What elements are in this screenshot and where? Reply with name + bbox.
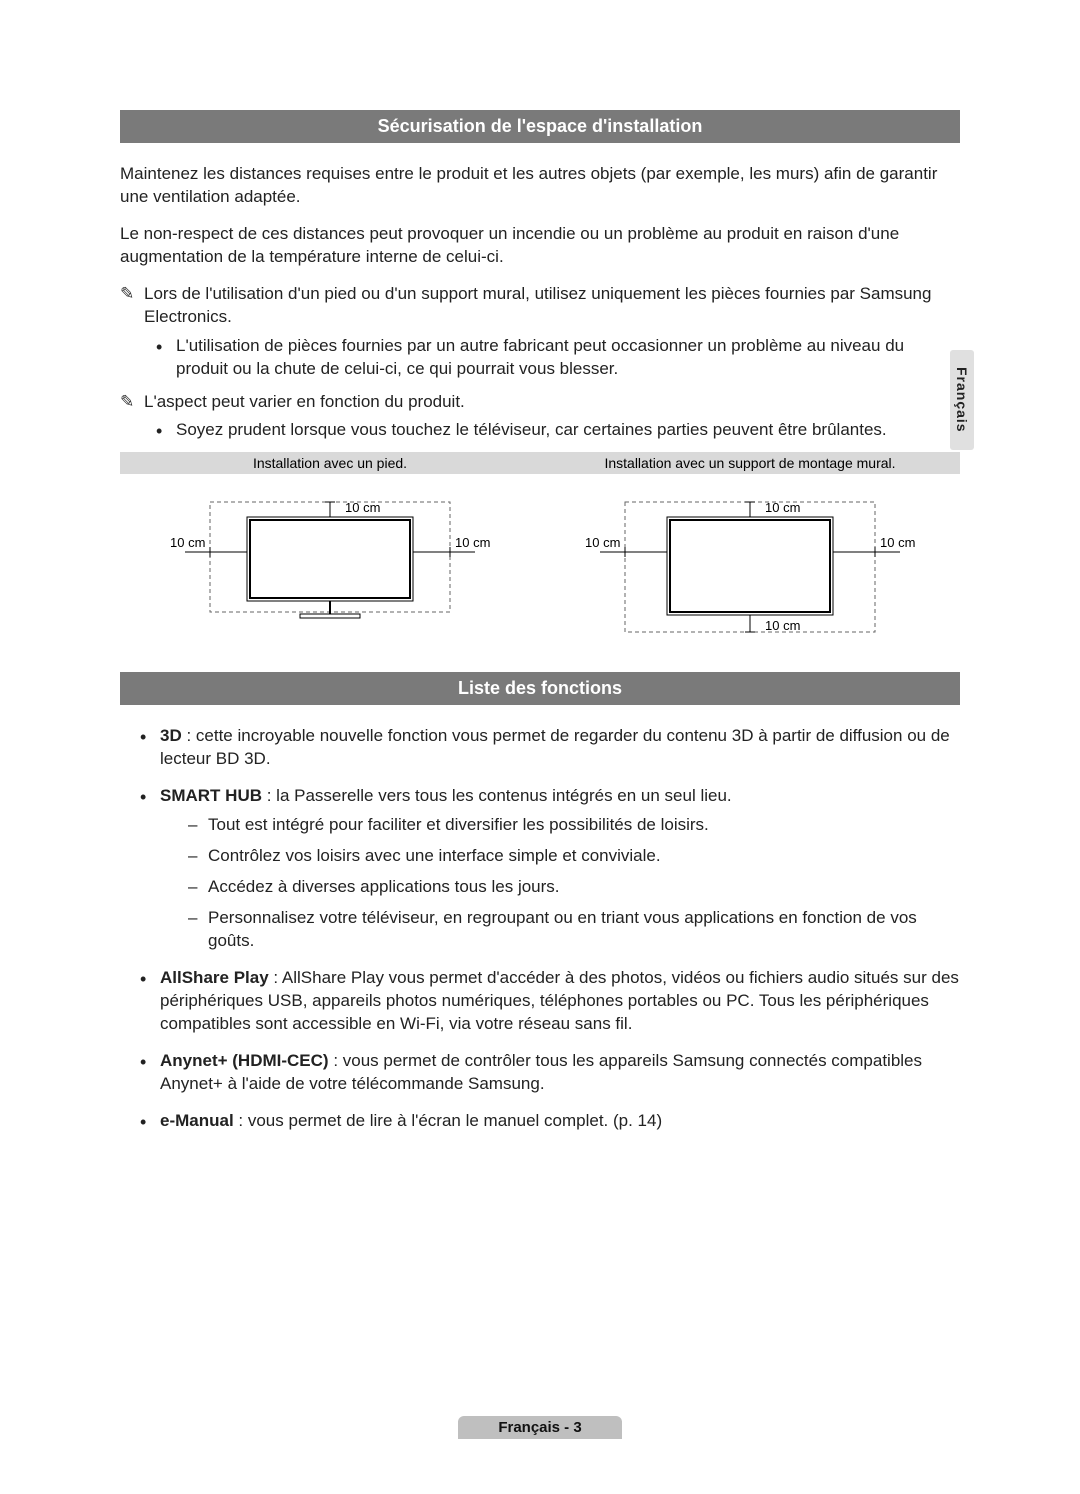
feature-item: e-Manual : vous permet de lire à l'écran… bbox=[140, 1110, 960, 1133]
dim-label: 10 cm bbox=[880, 535, 915, 550]
dim-label: 10 cm bbox=[765, 618, 800, 633]
stand-diagram-svg: 10 cm 10 cm 10 cm bbox=[150, 482, 510, 642]
page-footer: Français - 3 bbox=[0, 1416, 1080, 1439]
section-header-features: Liste des fonctions bbox=[120, 672, 960, 705]
diagram-stand: Installation avec un pied. 10 cm bbox=[120, 452, 540, 642]
dim-label: 10 cm bbox=[345, 500, 380, 515]
feature-item: Anynet+ (HDMI-CEC) : vous permet de cont… bbox=[140, 1050, 960, 1096]
feature-text: : la Passerelle vers tous les contenus i… bbox=[262, 786, 732, 805]
feature-label: Anynet+ (HDMI-CEC) bbox=[160, 1051, 329, 1070]
feature-item: 3D : cette incroyable nouvelle fonction … bbox=[140, 725, 960, 771]
diagram-wallmount: Installation avec un support de montage … bbox=[540, 452, 960, 642]
section-header-installation: Sécurisation de l'espace d'installation bbox=[120, 110, 960, 143]
note-row: ✎ L'aspect peut varier en fonction du pr… bbox=[120, 391, 960, 414]
paragraph: Le non-respect de ces distances peut pro… bbox=[120, 223, 960, 269]
list-item: Soyez prudent lorsque vous touchez le té… bbox=[156, 419, 960, 442]
feature-item: AllShare Play : AllShare Play vous perme… bbox=[140, 967, 960, 1036]
diagram-caption: Installation avec un pied. bbox=[120, 452, 540, 474]
wallmount-diagram-svg: 10 cm 10 cm 10 cm 10 cm bbox=[570, 482, 930, 642]
note-icon: ✎ bbox=[120, 391, 144, 412]
feature-label: 3D bbox=[160, 726, 182, 745]
feature-subitem: Accédez à diverses applications tous les… bbox=[188, 876, 960, 899]
dim-label: 10 cm bbox=[765, 500, 800, 515]
sub-bullet-list: L'utilisation de pièces fournies par un … bbox=[120, 335, 960, 381]
feature-text: : vous permet de lire à l'écran le manue… bbox=[234, 1111, 662, 1130]
feature-list: 3D : cette incroyable nouvelle fonction … bbox=[120, 725, 960, 1132]
feature-sublist: Tout est intégré pour faciliter et diver… bbox=[160, 814, 960, 953]
manual-page: Français Sécurisation de l'espace d'inst… bbox=[0, 0, 1080, 1494]
installation-diagrams: Installation avec un pied. 10 cm bbox=[120, 452, 960, 642]
list-item: L'utilisation de pièces fournies par un … bbox=[156, 335, 960, 381]
paragraph: Maintenez les distances requises entre l… bbox=[120, 163, 960, 209]
feature-label: SMART HUB bbox=[160, 786, 262, 805]
feature-subitem: Contrôlez vos loisirs avec une interface… bbox=[188, 845, 960, 868]
sub-bullet-list: Soyez prudent lorsque vous touchez le té… bbox=[120, 419, 960, 442]
feature-item: SMART HUB : la Passerelle vers tous les … bbox=[140, 785, 960, 953]
note-row: ✎ Lors de l'utilisation d'un pied ou d'u… bbox=[120, 283, 960, 329]
feature-subitem: Personnalisez votre téléviseur, en regro… bbox=[188, 907, 960, 953]
note-text: L'aspect peut varier en fonction du prod… bbox=[144, 391, 960, 414]
feature-label: e-Manual bbox=[160, 1111, 234, 1130]
page-number-pill: Français - 3 bbox=[458, 1416, 621, 1439]
feature-text: : AllShare Play vous permet d'accéder à … bbox=[160, 968, 959, 1033]
dim-label: 10 cm bbox=[170, 535, 205, 550]
note-text: Lors de l'utilisation d'un pied ou d'un … bbox=[144, 283, 960, 329]
note-icon: ✎ bbox=[120, 283, 144, 304]
dim-label: 10 cm bbox=[585, 535, 620, 550]
feature-label: AllShare Play bbox=[160, 968, 269, 987]
feature-text: : cette incroyable nouvelle fonction vou… bbox=[160, 726, 950, 768]
diagram-caption: Installation avec un support de montage … bbox=[540, 452, 960, 474]
feature-subitem: Tout est intégré pour faciliter et diver… bbox=[188, 814, 960, 837]
dim-label: 10 cm bbox=[455, 535, 490, 550]
